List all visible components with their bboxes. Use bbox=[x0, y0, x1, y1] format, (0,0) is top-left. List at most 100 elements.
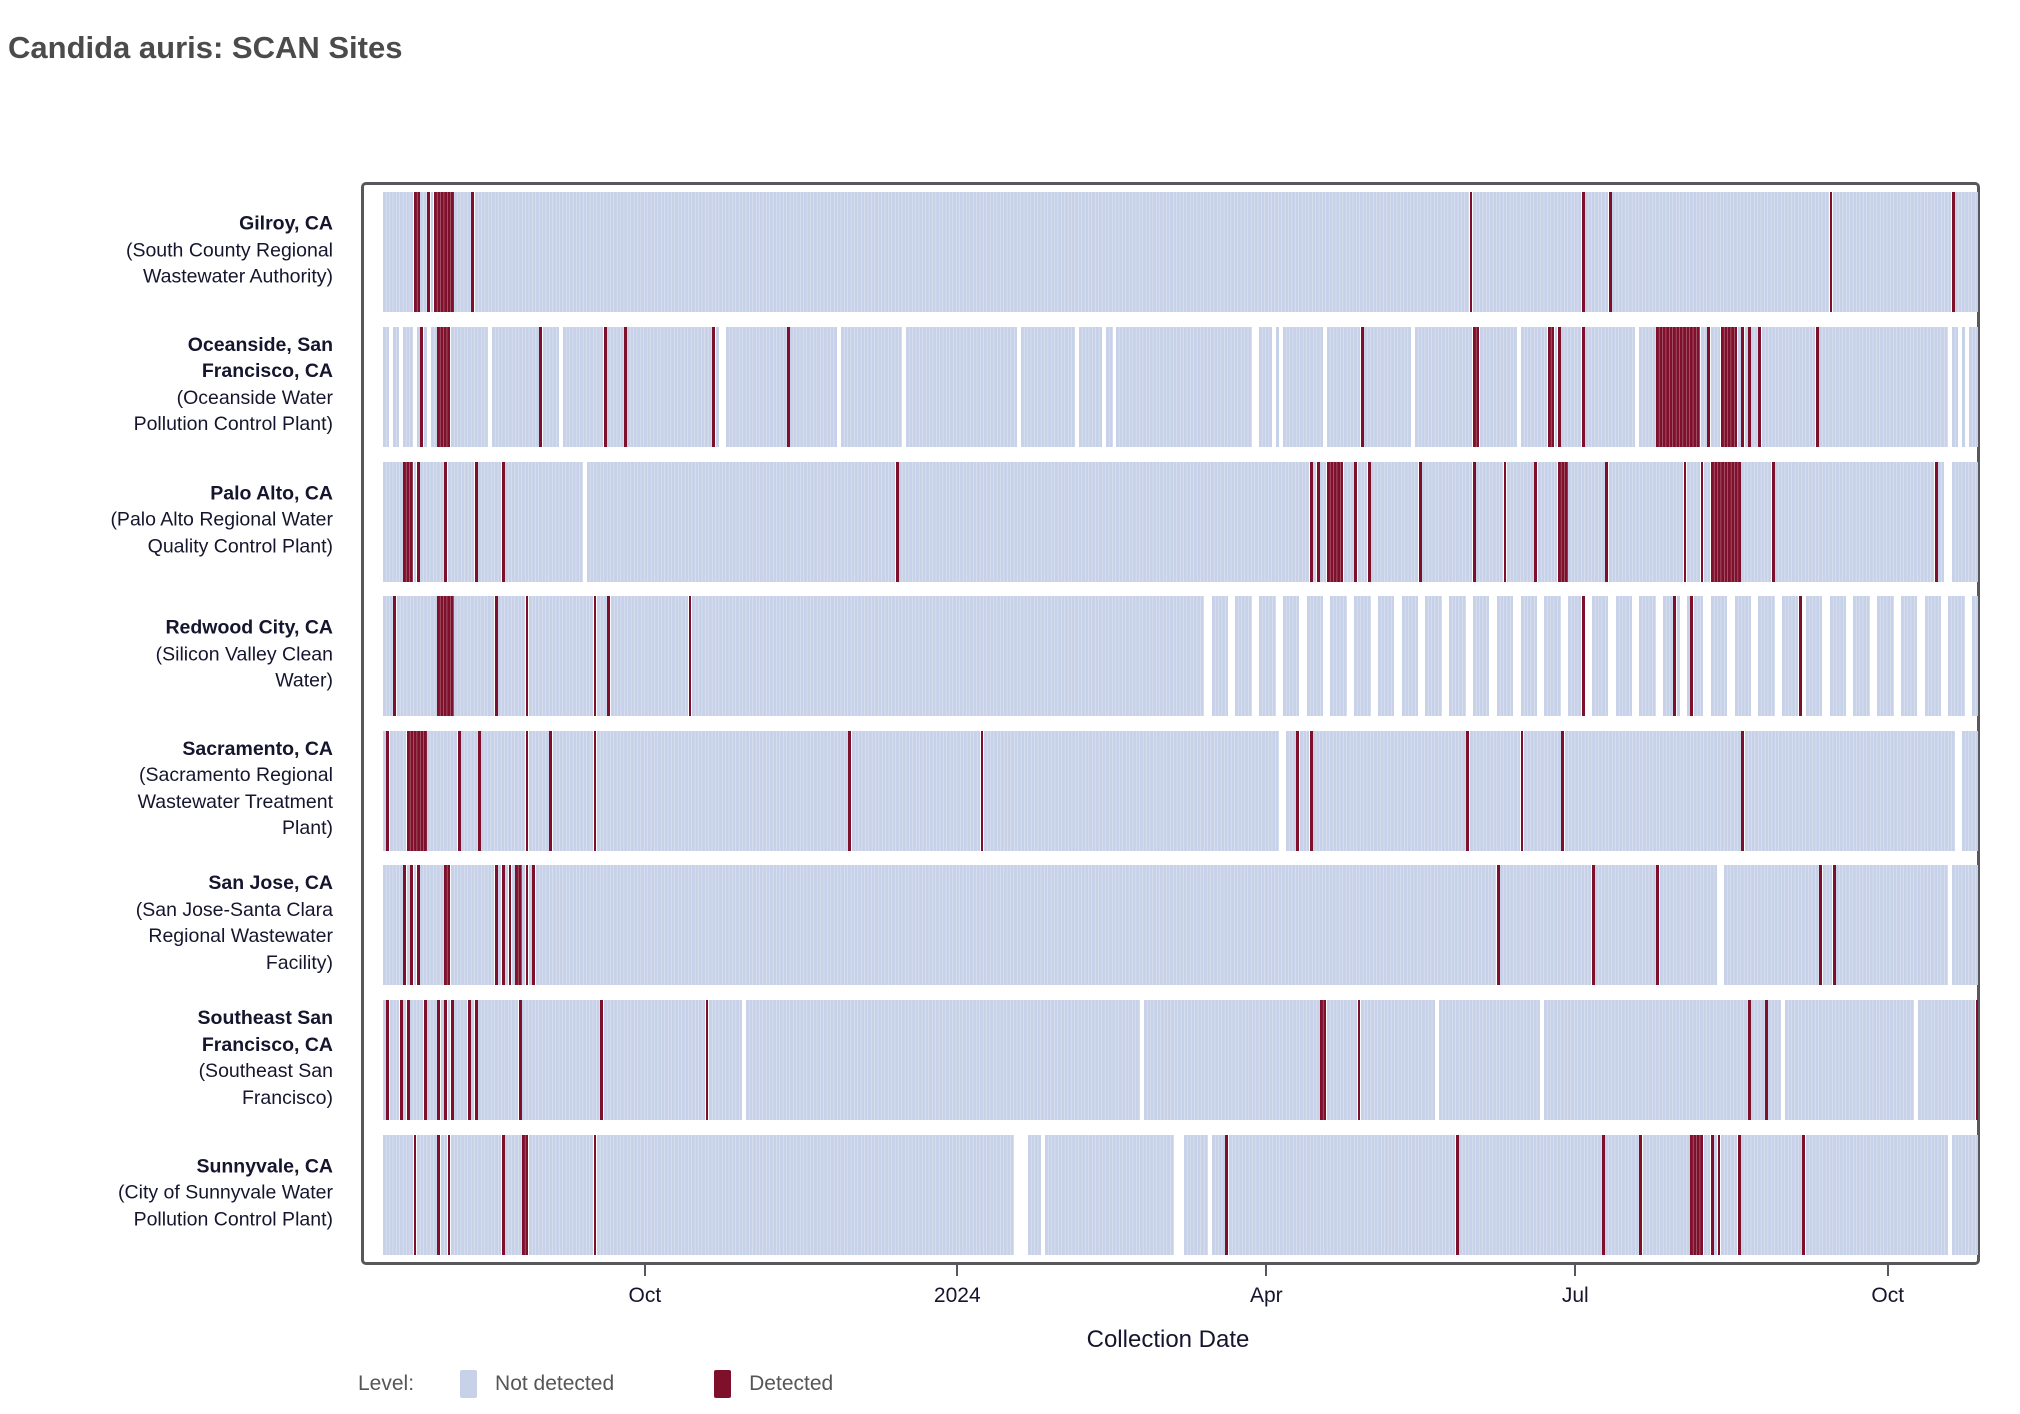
not-detected-run bbox=[1282, 596, 1300, 717]
not-detected-run bbox=[505, 1134, 522, 1255]
not-detected-run bbox=[1768, 1000, 1782, 1121]
detected-run bbox=[1690, 596, 1694, 717]
not-detected-run bbox=[1415, 326, 1473, 447]
site-plant-line: (San Jose-Santa Clara bbox=[135, 898, 333, 921]
not-detected-run bbox=[1401, 596, 1419, 717]
not-detected-run bbox=[1951, 1134, 1979, 1255]
site-row bbox=[383, 730, 1979, 851]
not-detected-run bbox=[1724, 865, 1819, 986]
not-detected-run bbox=[1676, 596, 1680, 717]
site-row bbox=[383, 192, 1979, 313]
not-detected-run bbox=[984, 730, 1279, 851]
not-detected-run bbox=[627, 326, 712, 447]
not-detected-run bbox=[1537, 461, 1558, 582]
site-label: Redwood City, CA (Silicon Valley Clean Wat… bbox=[0, 614, 333, 694]
not-detected-run bbox=[389, 730, 407, 851]
not-detected-run bbox=[1469, 730, 1520, 851]
not-detected-run bbox=[1972, 596, 1979, 717]
not-detected-run bbox=[413, 461, 417, 582]
detected-run bbox=[600, 1000, 604, 1121]
detected-run bbox=[1771, 461, 1775, 582]
detected-run bbox=[1557, 461, 1568, 582]
detected-run bbox=[1748, 326, 1751, 447]
not-detected-run bbox=[1663, 596, 1673, 717]
detected-run bbox=[1469, 192, 1473, 313]
not-detected-run bbox=[851, 730, 981, 851]
site-plant-line: (Palo Alto Regional Water bbox=[110, 508, 333, 531]
not-detected-run bbox=[1605, 1134, 1639, 1255]
x-tick-mark bbox=[1886, 1262, 1889, 1276]
site-city-line: Francisco, CA bbox=[201, 1033, 333, 1056]
not-detected-run bbox=[1805, 1134, 1948, 1255]
not-detected-run bbox=[1615, 596, 1633, 717]
detected-run bbox=[1707, 326, 1711, 447]
not-detected-run bbox=[1354, 596, 1371, 717]
detected-run bbox=[478, 730, 481, 851]
not-detected-run bbox=[1924, 596, 1942, 717]
detected-run bbox=[437, 326, 451, 447]
site-city-line: Sunnyvale, CA bbox=[196, 1154, 333, 1177]
site-plant-line: Facility) bbox=[265, 951, 333, 974]
not-detected-run bbox=[447, 461, 475, 582]
not-detected-run bbox=[430, 326, 437, 447]
not-detected-run bbox=[1473, 192, 1582, 313]
not-detected-run bbox=[586, 461, 896, 582]
not-detected-run bbox=[403, 1000, 407, 1121]
detected-run bbox=[508, 865, 512, 986]
detected-run bbox=[1503, 461, 1507, 582]
not-detected-run bbox=[715, 326, 719, 447]
detected-run bbox=[525, 596, 529, 717]
not-detected-run bbox=[603, 1000, 706, 1121]
not-detected-run bbox=[471, 1000, 475, 1121]
detected-run bbox=[416, 865, 420, 986]
not-detected-run bbox=[1639, 326, 1656, 447]
not-detected-run bbox=[1506, 461, 1534, 582]
not-detected-run bbox=[708, 1000, 743, 1121]
detected-run bbox=[593, 730, 597, 851]
detected-run bbox=[1473, 326, 1480, 447]
not-detected-run bbox=[841, 326, 902, 447]
not-detected-run bbox=[1327, 326, 1361, 447]
not-detected-run bbox=[1710, 596, 1728, 717]
not-detected-run bbox=[1357, 461, 1368, 582]
not-detected-run bbox=[1853, 596, 1870, 717]
not-detected-run bbox=[1473, 596, 1490, 717]
not-detected-run bbox=[1520, 326, 1548, 447]
detected-run bbox=[450, 1000, 454, 1121]
legend-swatch bbox=[714, 1370, 732, 1398]
site-row bbox=[383, 865, 1979, 986]
not-detected-run bbox=[1568, 461, 1605, 582]
detected-run bbox=[1418, 461, 1422, 582]
not-detected-run bbox=[596, 730, 848, 851]
detected-run bbox=[515, 865, 522, 986]
detected-run bbox=[1520, 730, 1524, 851]
site-label: Southeast San Francisco, CA (Southeast San… bbox=[0, 1005, 333, 1111]
not-detected-run bbox=[1951, 461, 1979, 582]
site-row bbox=[383, 1000, 1979, 1121]
not-detected-run bbox=[725, 326, 787, 447]
site-city-line: San Jose, CA bbox=[208, 872, 333, 895]
not-detected-run bbox=[430, 192, 434, 313]
not-detected-run bbox=[1106, 326, 1113, 447]
detected-run bbox=[1690, 1134, 1704, 1255]
not-detected-run bbox=[1775, 461, 1935, 582]
site-city-line: Sacramento, CA bbox=[182, 737, 333, 760]
site-plant-line: (Southeast San bbox=[198, 1060, 333, 1083]
not-detected-run bbox=[396, 596, 437, 717]
not-detected-run bbox=[420, 865, 444, 986]
legend-item-label: Not detected bbox=[495, 1372, 615, 1395]
not-detected-run bbox=[1476, 461, 1504, 582]
not-detected-run bbox=[1364, 326, 1412, 447]
not-detected-run bbox=[1449, 596, 1466, 717]
not-detected-run bbox=[790, 326, 838, 447]
site-row bbox=[383, 326, 1979, 447]
not-detected-run bbox=[403, 326, 413, 447]
not-detected-run bbox=[1028, 1134, 1042, 1255]
not-detected-run bbox=[1751, 326, 1758, 447]
not-detected-run bbox=[1962, 730, 1979, 851]
detected-run bbox=[522, 1134, 529, 1255]
not-detected-run bbox=[389, 1000, 400, 1121]
not-detected-run bbox=[1523, 730, 1561, 851]
not-detected-run bbox=[529, 1134, 593, 1255]
not-detected-run bbox=[610, 596, 689, 717]
